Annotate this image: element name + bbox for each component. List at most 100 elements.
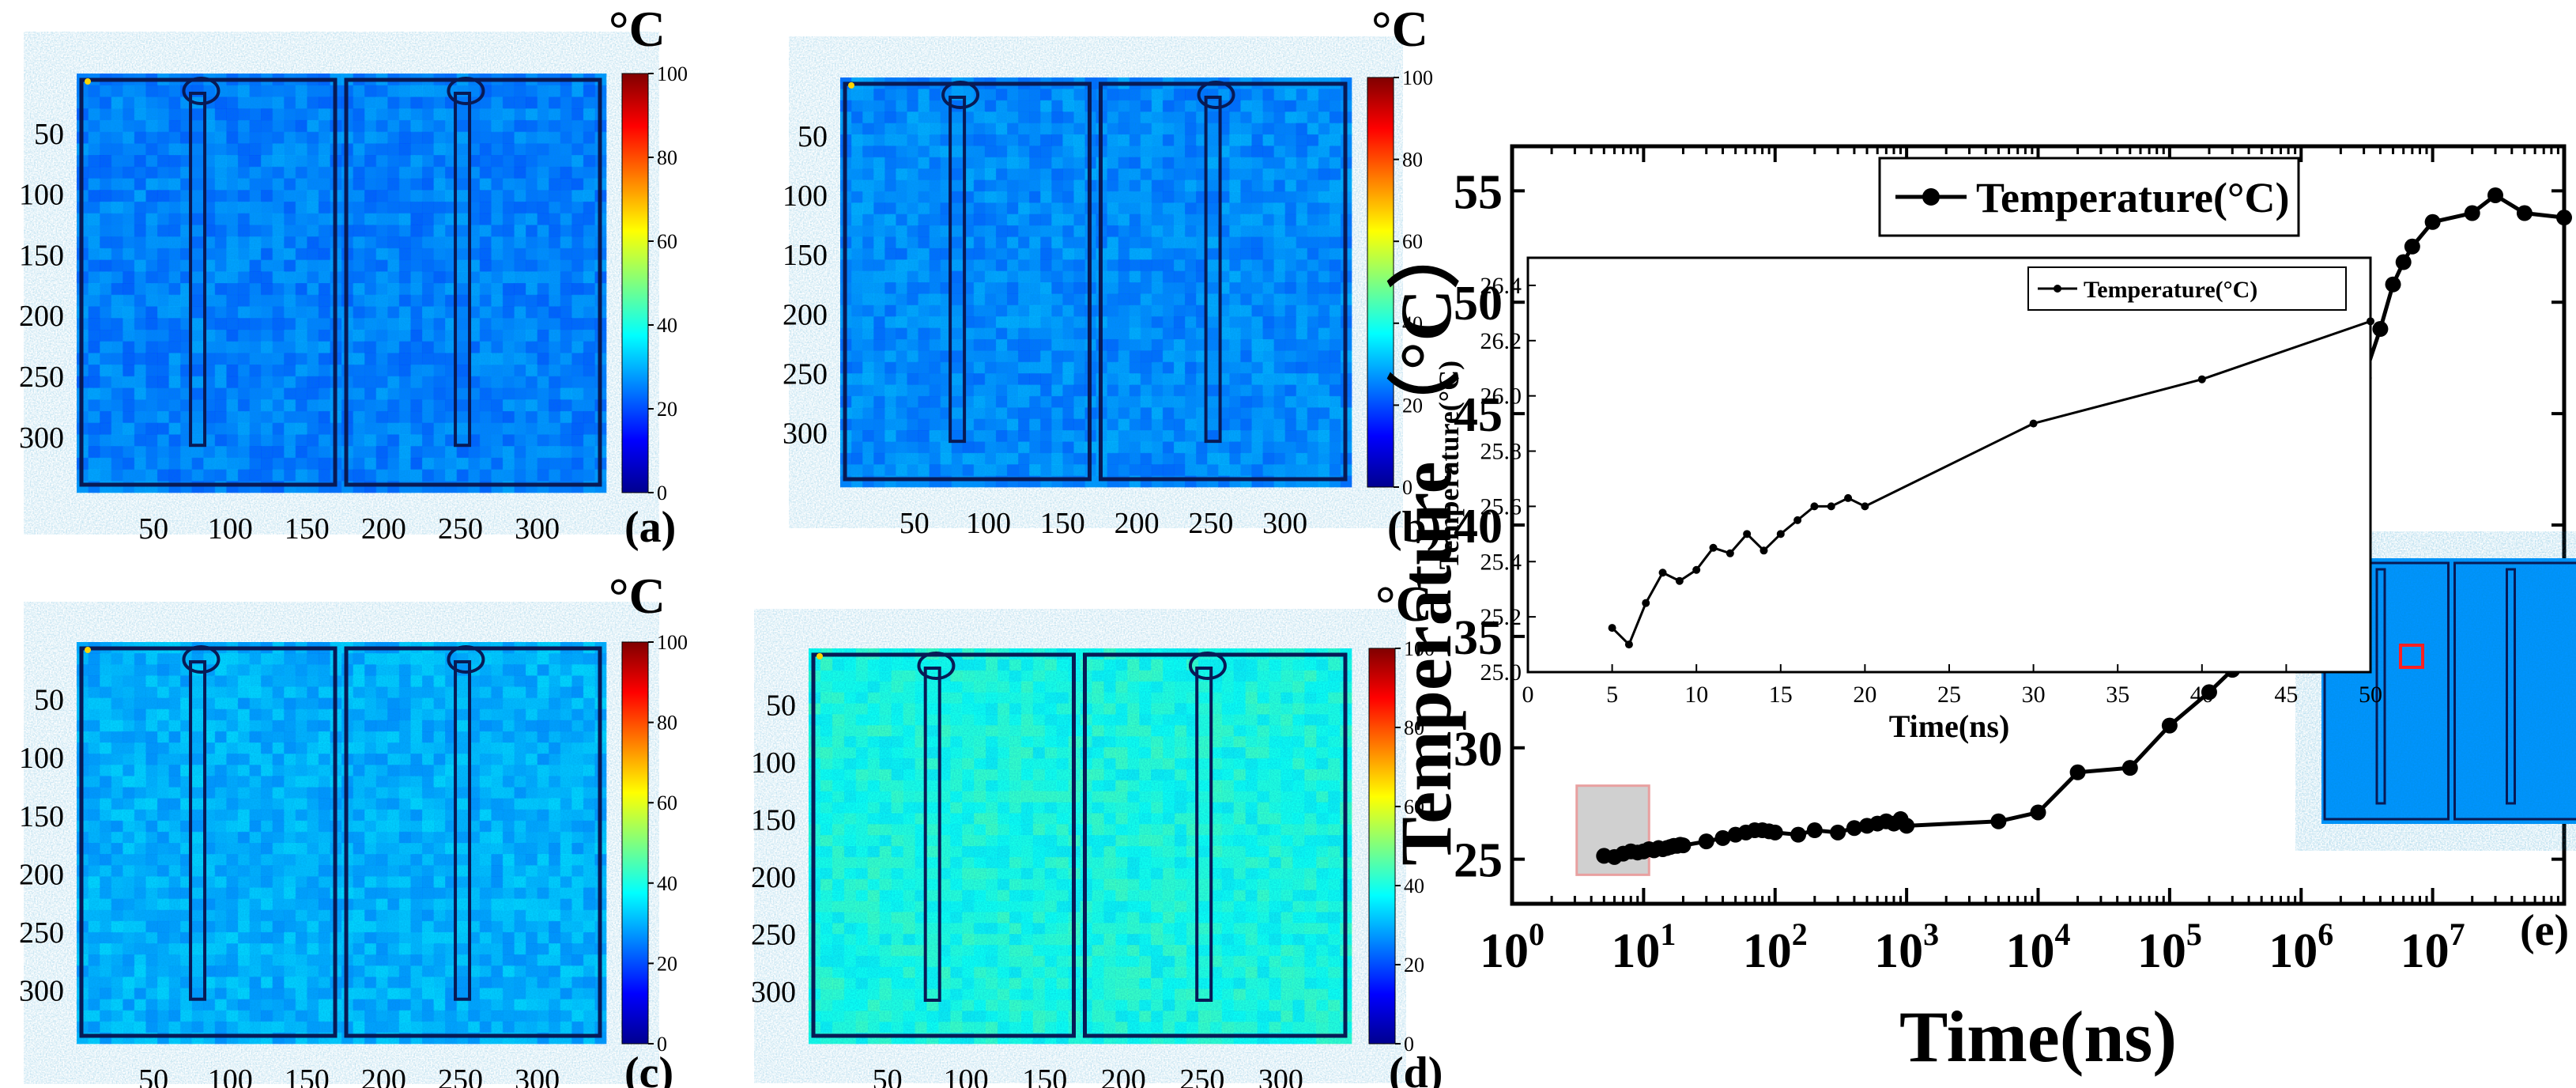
legend-label: Temperature(°C) bbox=[1976, 174, 2290, 221]
thermal-panel-c: 50 100 150 200 250 300 50 100 150 200 250 300 0 20 40 6… bbox=[19, 568, 688, 1088]
panel-label-e: (e) bbox=[2520, 906, 2569, 955]
inset-data-point bbox=[1861, 502, 1869, 511]
heatmap-y-tick: 250 bbox=[19, 916, 64, 950]
colorbar: 0 20 40 60 80 100 bbox=[1368, 637, 1435, 1056]
data-point bbox=[2372, 321, 2389, 338]
x-tick-base: 10 bbox=[2137, 924, 2186, 978]
thermal-panel-a: 50 100 150 200 250 300 50 100 150 200 250 300 0 20 40 6… bbox=[19, 1, 688, 552]
x-tick-base: 10 bbox=[1480, 924, 1529, 978]
colorbar-tick-label: 20 bbox=[1404, 954, 1424, 977]
colorbar-tick-label: 20 bbox=[657, 952, 677, 975]
inset-y-tick-label: 25.0 bbox=[1480, 659, 1522, 686]
inset-x-tick-label: 15 bbox=[1769, 682, 1793, 708]
heatmap-x-axis: 50 100 150 200 250 300 bbox=[900, 507, 1307, 540]
data-point bbox=[2385, 276, 2401, 293]
y-tick-label: 35 bbox=[1454, 611, 1503, 665]
heatmap-y-tick: 200 bbox=[19, 300, 64, 333]
device-finger-left bbox=[189, 92, 207, 448]
heatmap-y-axis: 50 100 150 200 250 300 bbox=[19, 684, 64, 1008]
main-legend: Temperature(°C) bbox=[1878, 157, 2300, 237]
hotspot bbox=[817, 653, 823, 659]
colorbar-gradient bbox=[1367, 77, 1394, 488]
colorbar-tick-label: 40 bbox=[657, 314, 677, 337]
inset-series-markers bbox=[1608, 317, 2374, 649]
heatmap-y-tick: 50 bbox=[766, 689, 796, 722]
inset-legend: Temperature(°C) bbox=[2027, 266, 2347, 311]
colorbar-tick-label: 40 bbox=[1404, 875, 1424, 897]
inset-data-point bbox=[1709, 543, 1718, 552]
colorbar-tick-label: 60 bbox=[1404, 795, 1424, 818]
heatmap-x-tick: 200 bbox=[361, 1063, 406, 1088]
thumbnail-finger-left bbox=[2375, 568, 2386, 805]
colorbar: 0 20 40 60 80 100 bbox=[1367, 66, 1433, 499]
device-finger-left bbox=[949, 96, 967, 444]
colorbar-tick-label: 0 bbox=[1404, 1033, 1414, 1056]
thermal-noise bbox=[840, 77, 1352, 487]
x-tick-base: 10 bbox=[2006, 924, 2055, 978]
y-tick-label: 55 bbox=[1454, 165, 1503, 219]
heatmap-x-tick: 100 bbox=[208, 512, 253, 546]
data-point bbox=[2161, 717, 2178, 734]
heatmap-y-tick: 150 bbox=[19, 239, 64, 272]
x-tick-label: 103 bbox=[1874, 916, 1939, 978]
data-point bbox=[1806, 822, 1823, 839]
device-pad-left bbox=[917, 652, 956, 680]
x-tick-exponent: 2 bbox=[1792, 916, 1808, 952]
thermal-noise bbox=[77, 642, 606, 1044]
x-tick-label: 101 bbox=[1611, 916, 1676, 978]
inset-data-point bbox=[2029, 419, 2038, 428]
y-axis-title: Temperature （°C） bbox=[1386, 216, 1466, 865]
data-point bbox=[1767, 824, 1783, 841]
inset-y-axis-title: Temperature(°C) bbox=[1433, 361, 1465, 569]
y-tick-label: 30 bbox=[1454, 723, 1503, 776]
data-point bbox=[1846, 820, 1862, 837]
inset-data-point bbox=[1692, 565, 1701, 574]
inset-y-tick-label: 26.0 bbox=[1480, 383, 1522, 410]
x-tick-base: 10 bbox=[1611, 924, 1660, 978]
heatmap-x-tick: 50 bbox=[873, 1063, 903, 1088]
focus-square bbox=[2399, 644, 2424, 669]
device-finger-right bbox=[1195, 667, 1213, 1002]
inset-y-tick-label: 25.8 bbox=[1480, 439, 1522, 465]
x-tick-exponent: 7 bbox=[2450, 916, 2465, 952]
y-tick-label: 40 bbox=[1454, 500, 1503, 553]
device-pad-right bbox=[447, 645, 485, 674]
x-tick-base: 10 bbox=[1874, 924, 1923, 978]
x-tick-label: 107 bbox=[2401, 916, 2465, 978]
inset-data-point bbox=[1608, 624, 1616, 633]
device-finger-right bbox=[1204, 96, 1222, 444]
device-finger-right bbox=[454, 92, 472, 448]
heatmap-x-tick: 100 bbox=[966, 507, 1011, 540]
heatmap-y-tick: 100 bbox=[19, 179, 64, 212]
device-pad-right bbox=[1197, 81, 1235, 109]
x-tick-exponent: 6 bbox=[2318, 916, 2333, 952]
heatmap-y-axis: 50 100 150 200 250 300 bbox=[751, 689, 796, 1008]
x-tick-exponent: 4 bbox=[2055, 916, 2071, 952]
colorbar-gradient bbox=[621, 641, 649, 1045]
heatmap-x-tick: 150 bbox=[1040, 507, 1085, 540]
inset-x-tick-label: 35 bbox=[2106, 682, 2129, 708]
inset-y-tick-label: 25.4 bbox=[1480, 549, 1522, 575]
panel-label: (a) bbox=[624, 503, 676, 552]
inset-y-tick-label: 25.6 bbox=[1480, 493, 1522, 519]
inset-data-point bbox=[2367, 317, 2374, 326]
heatmap-y-tick: 50 bbox=[34, 118, 64, 151]
heatmap-x-tick: 250 bbox=[1188, 507, 1233, 540]
inset-data-point bbox=[1642, 599, 1650, 607]
inset-data-point bbox=[1844, 493, 1853, 502]
colorbar-tick-label: 0 bbox=[1402, 476, 1412, 499]
data-point bbox=[2556, 210, 2572, 226]
heatmap-x-tick: 150 bbox=[285, 1063, 330, 1088]
inset-legend-label: Temperature(°C) bbox=[2084, 277, 2257, 303]
data-point bbox=[2122, 760, 2138, 776]
heatmap-x-tick: 50 bbox=[138, 512, 168, 546]
heatmap-y-tick: 50 bbox=[34, 684, 64, 717]
inset-x-tick-label: 40 bbox=[2190, 682, 2214, 708]
device-pad-left bbox=[182, 77, 221, 105]
data-point bbox=[2069, 764, 2086, 780]
colorbar-tick-label: 40 bbox=[657, 872, 677, 895]
x-tick-exponent: 0 bbox=[1529, 916, 1544, 952]
heatmap-x-tick: 50 bbox=[900, 507, 930, 540]
inset-x-tick-label: 30 bbox=[2022, 682, 2046, 708]
colorbar-gradient bbox=[621, 73, 649, 493]
